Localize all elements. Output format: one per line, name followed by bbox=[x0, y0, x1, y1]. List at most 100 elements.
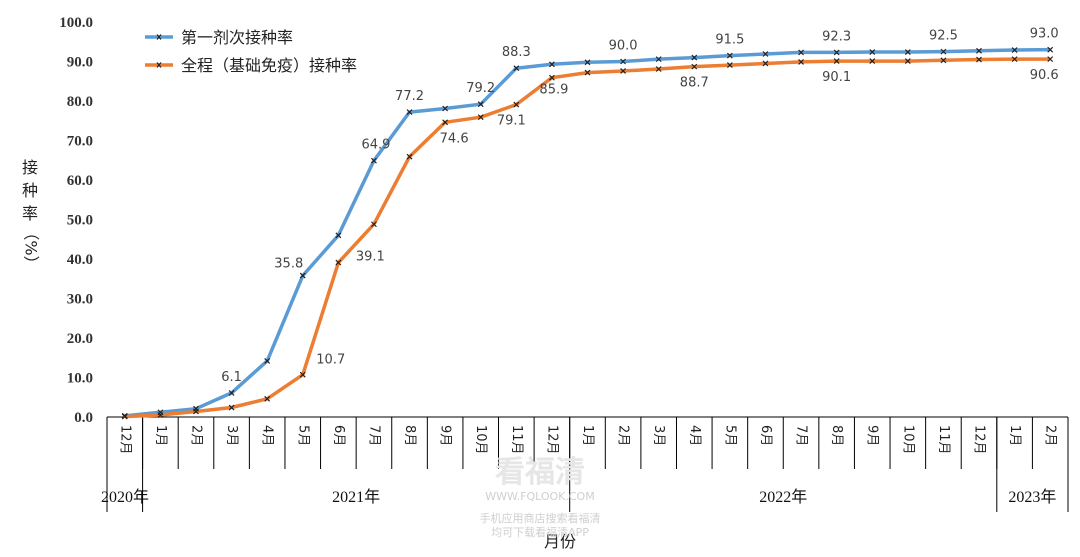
x-tick-label: 3月 bbox=[224, 425, 239, 446]
data-point bbox=[833, 49, 840, 56]
data-point bbox=[193, 408, 199, 415]
data-label: 92.5 bbox=[929, 29, 958, 44]
data-point bbox=[655, 56, 662, 63]
data-label: 79.2 bbox=[466, 81, 495, 96]
data-point bbox=[513, 65, 520, 72]
y-tick-label: 10.0 bbox=[67, 371, 93, 387]
data-label: 10.7 bbox=[316, 353, 345, 368]
data-point bbox=[762, 60, 769, 67]
series-lines bbox=[124, 47, 1051, 419]
legend-marker bbox=[156, 34, 162, 40]
x-tick-label: 9月 bbox=[438, 425, 453, 446]
data-point bbox=[976, 56, 982, 63]
year-label: 2021年 bbox=[332, 488, 380, 506]
data-point bbox=[1047, 56, 1054, 63]
data-point bbox=[335, 259, 342, 266]
x-tick-label: 5月 bbox=[295, 425, 310, 446]
data-point bbox=[620, 58, 627, 65]
legend-marker bbox=[156, 62, 162, 68]
data-point bbox=[228, 389, 235, 396]
data-label: 39.1 bbox=[356, 250, 385, 265]
data-point bbox=[406, 153, 413, 160]
data-label: 92.3 bbox=[822, 29, 851, 44]
y-tick-label: 80.0 bbox=[67, 94, 93, 110]
data-point bbox=[477, 101, 484, 108]
x-tick-label: 8月 bbox=[829, 425, 844, 446]
y-tick-label: 60.0 bbox=[67, 173, 93, 189]
y-axis-title-char: 率 bbox=[22, 204, 38, 223]
data-point bbox=[869, 49, 876, 55]
data-point bbox=[1011, 47, 1018, 53]
data-label: 88.3 bbox=[502, 45, 531, 60]
data-point bbox=[726, 52, 733, 59]
data-point bbox=[869, 58, 876, 65]
data-point bbox=[904, 49, 911, 55]
y-tick-label: 70.0 bbox=[67, 134, 93, 150]
y-axis-ticks: 0.0 10.0 20.0 30.0 40.0 50.0 60.0 70.0 80.0 90.0 1… bbox=[59, 15, 93, 426]
x-tick-label: 12月 bbox=[972, 425, 987, 455]
year-label: 2020年 bbox=[101, 488, 149, 506]
y-tick-label: 40.0 bbox=[67, 252, 93, 268]
x-tick-label: 7月 bbox=[794, 425, 809, 446]
x-tick-label: 3月 bbox=[651, 425, 666, 446]
data-point bbox=[833, 58, 840, 65]
data-point bbox=[548, 74, 555, 81]
data-label: 93.0 bbox=[1030, 27, 1059, 42]
x-tick-label: 9月 bbox=[865, 425, 880, 446]
data-point bbox=[940, 57, 947, 64]
x-tick-label: 7月 bbox=[366, 425, 381, 446]
x-tick-label: 2月 bbox=[1043, 425, 1058, 446]
data-point bbox=[371, 157, 377, 164]
data-point bbox=[442, 119, 449, 126]
data-point bbox=[904, 58, 911, 65]
data-labels: 6.1 35.8 64.9 77.2 79.2 88.3 90.0 91.5 92.3 92.5 9… bbox=[221, 27, 1058, 385]
data-point bbox=[548, 61, 555, 68]
x-tick-label: 4月 bbox=[260, 425, 275, 446]
data-point bbox=[264, 395, 271, 402]
data-point bbox=[442, 105, 449, 112]
data-point bbox=[726, 62, 733, 68]
data-point bbox=[762, 51, 769, 57]
y-tick-label: 100.0 bbox=[59, 15, 93, 31]
legend-label: 全程（基础免疫）接种率 bbox=[181, 56, 357, 75]
watermark-url: WWW.FQLOOK.COM bbox=[485, 490, 594, 503]
y-axis-title-char: 种 bbox=[22, 181, 38, 200]
data-point bbox=[798, 58, 804, 65]
data-label: 90.6 bbox=[1030, 68, 1059, 83]
y-tick-label: 50.0 bbox=[67, 213, 93, 229]
data-point bbox=[264, 357, 271, 364]
x-tick-label: 2月 bbox=[188, 425, 203, 446]
x-tick-label: 2月 bbox=[616, 425, 631, 446]
x-axis-ticks: 12月 1月 2月 3月 4月 5月 6月 7月 8月 9月 10月 11月 12月 1月 2月 3月 4月 5月… bbox=[106, 417, 1069, 469]
data-point bbox=[157, 412, 164, 418]
data-label: 74.6 bbox=[440, 131, 469, 146]
series-markers bbox=[121, 46, 1054, 420]
data-point bbox=[940, 48, 947, 55]
data-point bbox=[513, 101, 520, 108]
data-point bbox=[620, 68, 627, 74]
data-point bbox=[299, 272, 306, 279]
watermark-logo: 看福清 bbox=[495, 455, 585, 490]
year-groups: 2020年 2021年 2022年 2023年 bbox=[101, 417, 1069, 512]
x-tick-label: 10月 bbox=[473, 425, 488, 455]
data-label: 88.7 bbox=[680, 76, 709, 91]
data-point bbox=[477, 114, 484, 121]
x-tick-label: 10月 bbox=[900, 425, 915, 455]
x-tick-label: 11月 bbox=[509, 425, 524, 455]
year-label: 2022年 bbox=[759, 488, 807, 506]
y-axis-title-unit: （%） bbox=[22, 224, 41, 271]
y-axis-title-char: 接 bbox=[22, 158, 38, 177]
data-point bbox=[691, 54, 698, 61]
x-tick-label: 4月 bbox=[687, 425, 702, 446]
x-tick-label: 12月 bbox=[117, 425, 132, 455]
x-tick-label: 1月 bbox=[1007, 425, 1022, 446]
data-point bbox=[371, 221, 377, 228]
x-axis-title: 月份 bbox=[544, 532, 576, 551]
x-tick-label: 1月 bbox=[153, 425, 168, 446]
x-tick-label: 6月 bbox=[758, 425, 773, 446]
data-point bbox=[798, 49, 804, 56]
x-tick-label: 8月 bbox=[402, 425, 417, 446]
data-label: 6.1 bbox=[221, 370, 242, 385]
data-label: 91.5 bbox=[715, 33, 744, 48]
